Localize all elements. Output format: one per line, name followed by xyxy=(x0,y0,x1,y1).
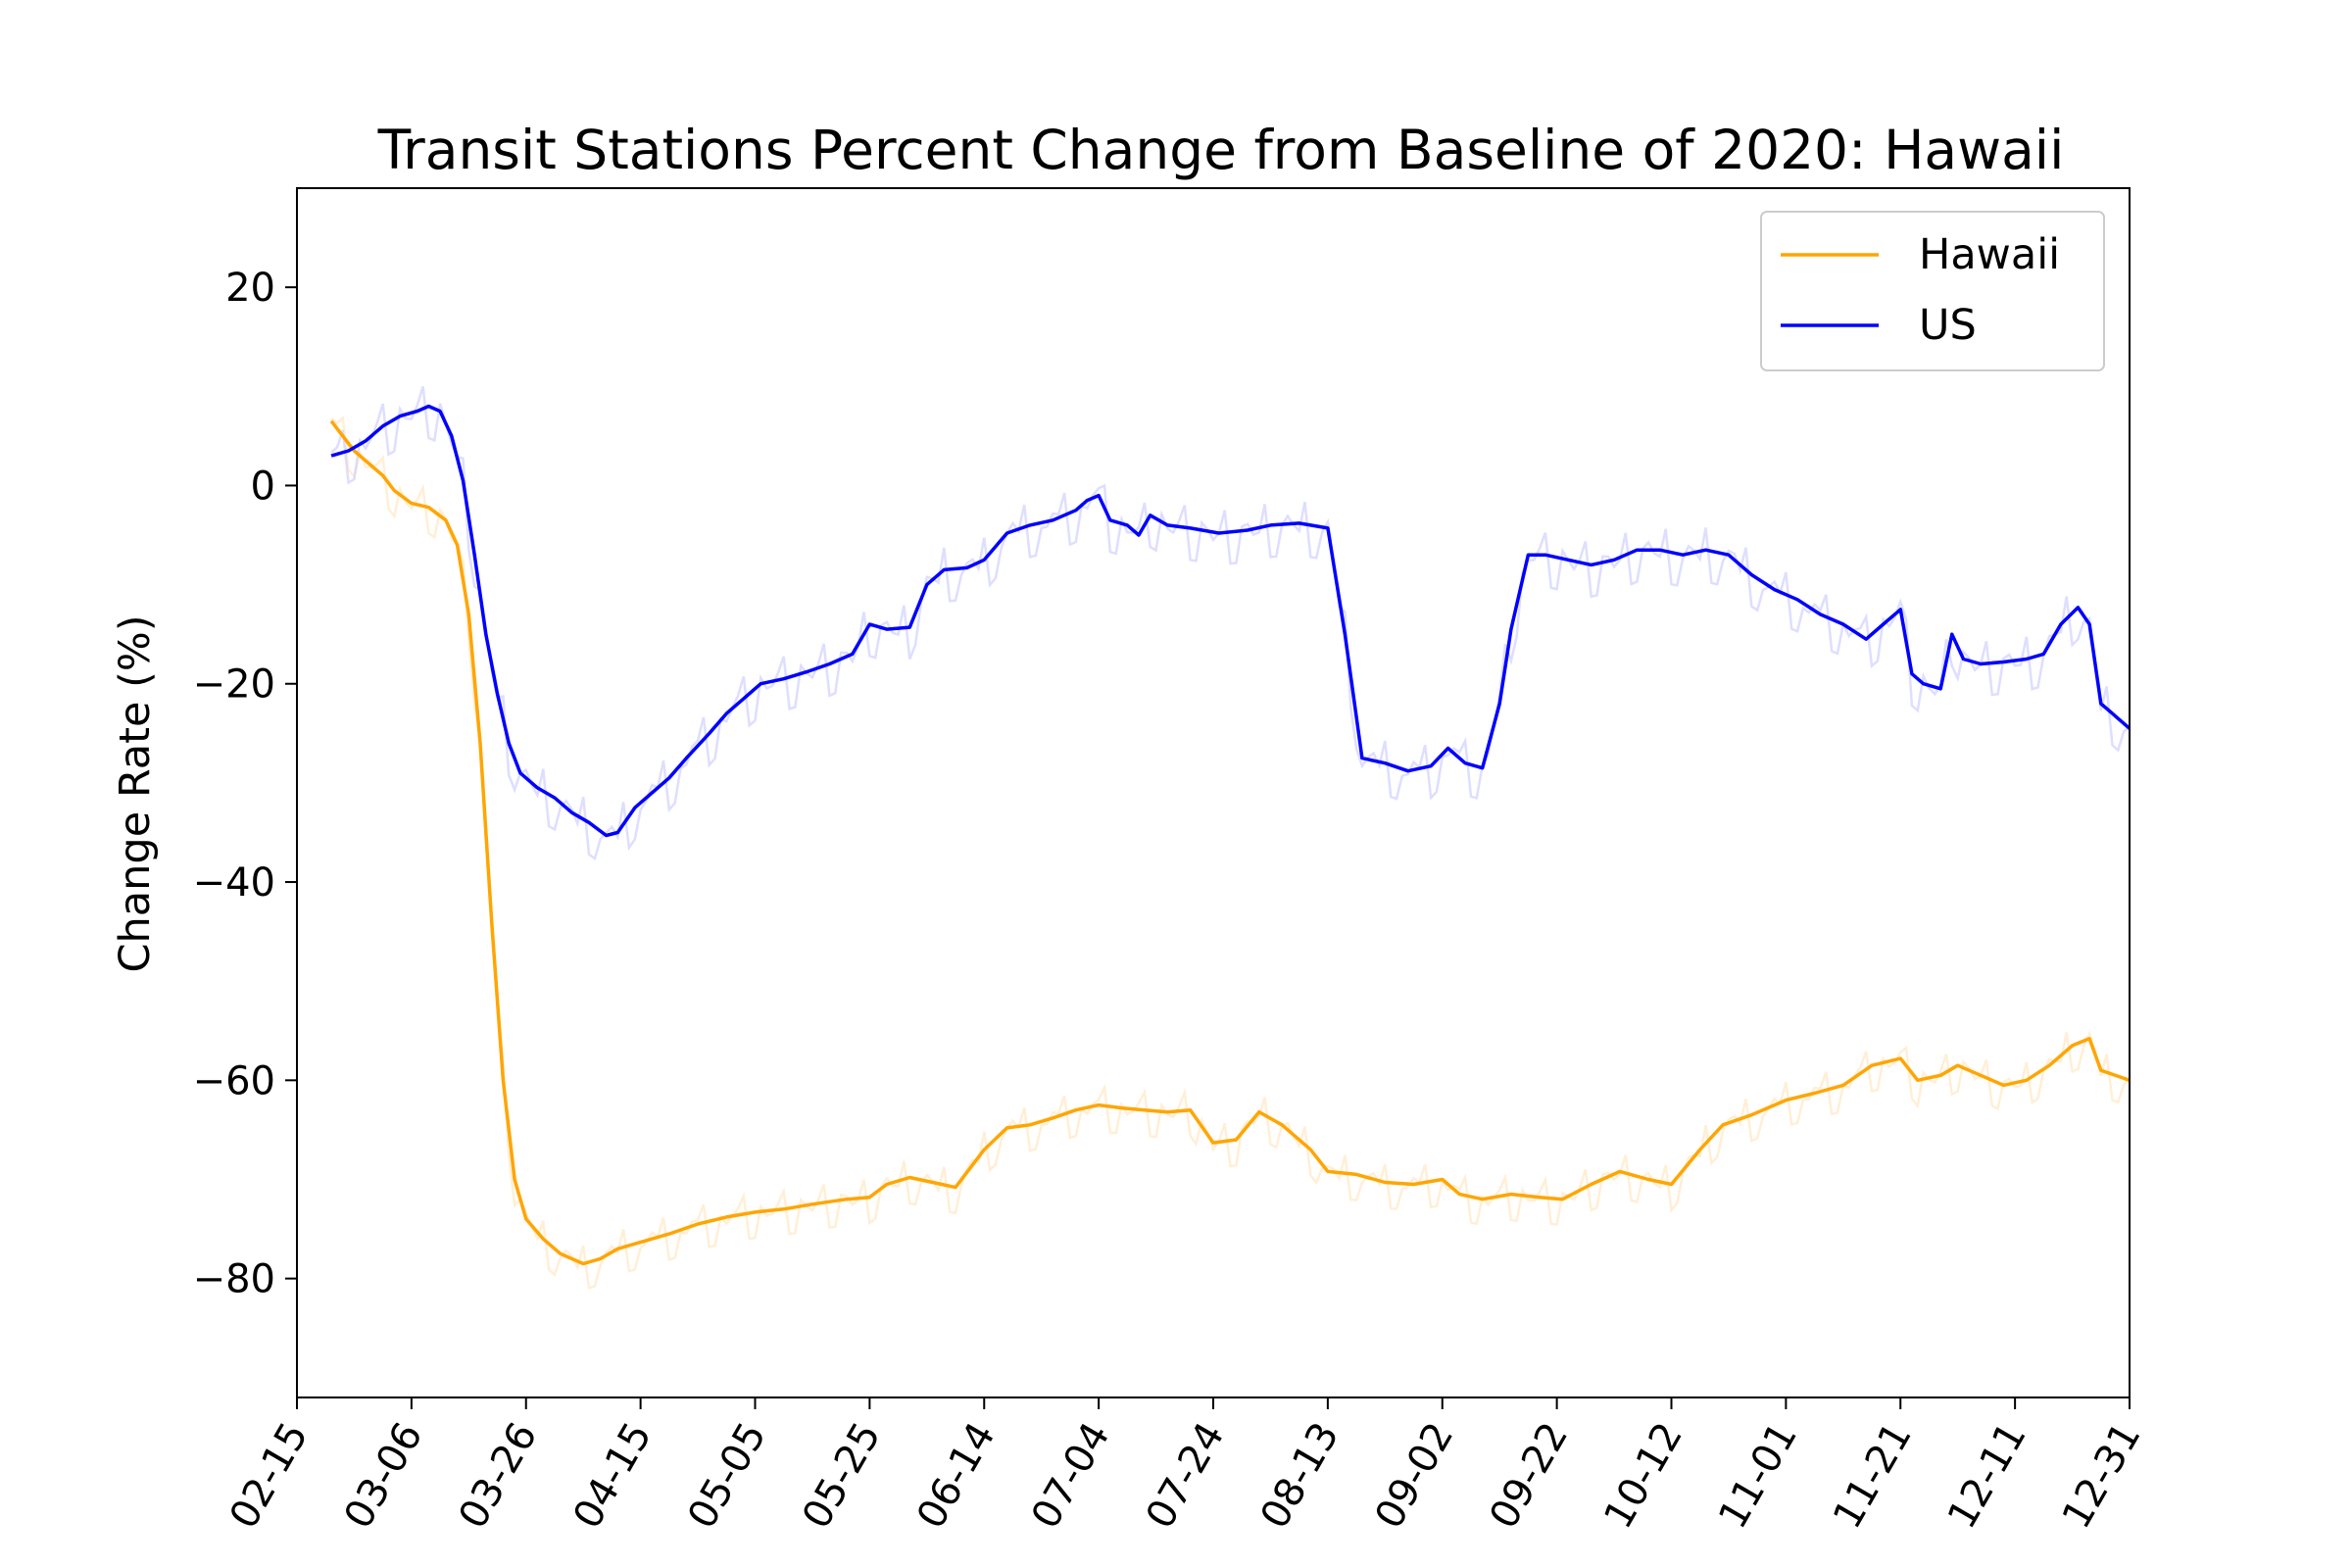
legend: Hawaii US xyxy=(1760,211,2105,371)
series-layer xyxy=(329,404,2132,1266)
y-axis: 20 0 −20 −40 −60 −80 xyxy=(193,266,297,1302)
series-line-us xyxy=(330,404,2132,838)
legend-box xyxy=(1760,211,2105,371)
y-tick-label: −20 xyxy=(193,662,275,708)
x-tick-label: 10-12 xyxy=(1595,1415,1691,1537)
x-tick-label: 02-15 xyxy=(221,1415,318,1537)
chart-title: Transit Stations Percent Change from Bas… xyxy=(377,119,2065,181)
x-tick-label: 11-01 xyxy=(1710,1415,1806,1537)
x-tick-label: 03-26 xyxy=(450,1415,546,1537)
y-tick-label: −80 xyxy=(193,1257,275,1302)
x-tick-label: 08-13 xyxy=(1252,1415,1348,1537)
x-tick-label: 09-22 xyxy=(1481,1415,1577,1537)
y-tick-label: 20 xyxy=(225,266,275,311)
x-tick-label: 06-14 xyxy=(908,1415,1004,1537)
x-tick-label: 09-02 xyxy=(1366,1415,1462,1537)
x-tick-label: 03-06 xyxy=(336,1415,432,1537)
x-tick-label: 12-11 xyxy=(1939,1415,2035,1537)
x-tick-label: 05-05 xyxy=(679,1415,775,1537)
daily-series-layer xyxy=(330,386,2131,1290)
series-daily-line-hawaii xyxy=(330,415,2131,1290)
y-axis-label: Change Rate (%) xyxy=(111,615,160,973)
y-tick-label: 0 xyxy=(251,464,275,509)
x-tick-label: 12-31 xyxy=(2054,1415,2150,1537)
legend-label-us: US xyxy=(1919,301,1977,350)
x-tick-label: 05-25 xyxy=(794,1415,890,1537)
series-daily-line-us xyxy=(330,386,2131,861)
x-tick-label: 07-04 xyxy=(1023,1415,1119,1537)
legend-label-hawaii: Hawaii xyxy=(1919,230,2060,279)
x-tick-label: 11-21 xyxy=(1825,1415,1921,1537)
y-tick-label: −40 xyxy=(193,860,275,906)
y-tick-label: −60 xyxy=(193,1058,275,1103)
x-tick-label: 07-24 xyxy=(1138,1415,1234,1537)
series-line-hawaii xyxy=(329,419,2131,1266)
x-tick-label: 04-15 xyxy=(564,1415,661,1537)
x-axis: 02-15 03-06 03-26 04-15 05-05 05-25 06-14 07-04… xyxy=(221,1397,2150,1537)
